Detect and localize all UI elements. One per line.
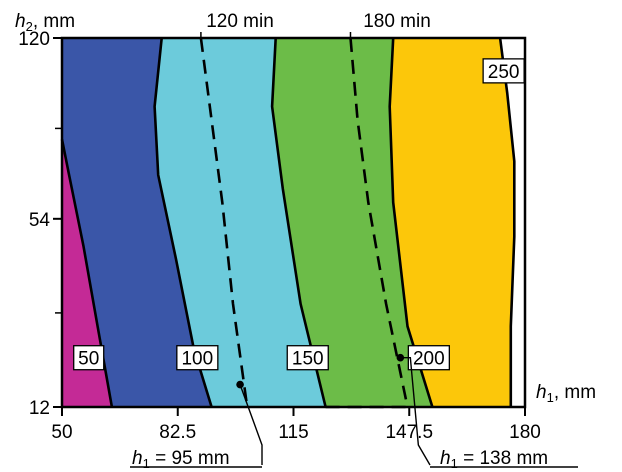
dashed-line-1 <box>349 37 409 408</box>
axis-ticks: 50 82.5 115 147.5 180 12 54 120 <box>18 29 541 443</box>
y-tick-label: 12 <box>29 398 50 419</box>
x-tick-label: 180 <box>509 422 541 443</box>
level-label-box <box>407 345 450 371</box>
level-labels: 50 100 150 200 250 <box>73 58 525 371</box>
dashed-line-0 <box>199 37 249 408</box>
region-200-250 <box>389 38 515 407</box>
markers <box>130 353 578 468</box>
level-label-text: 50 <box>78 349 99 370</box>
y-tick-label: 54 <box>29 210 51 231</box>
x-tick-label: 50 <box>51 422 72 443</box>
level-label-100: 100 <box>176 345 219 371</box>
level-label-150: 150 <box>286 345 329 371</box>
marker-1 <box>396 353 578 468</box>
region-100-150 <box>154 38 326 407</box>
level-label-50: 50 <box>73 345 105 371</box>
x-tick-label: 147.5 <box>385 422 433 443</box>
contour-line-150 <box>270 37 327 408</box>
marker-leader-line <box>400 357 431 466</box>
y-axis-title: h2, mm <box>15 11 75 34</box>
dashed-line-label-120-min: 120 min <box>206 11 274 32</box>
level-label-text: 100 <box>181 349 213 370</box>
x-tick-label: 82.5 <box>159 422 196 443</box>
level-label-200: 200 <box>407 345 450 371</box>
level-label-text: 150 <box>292 349 324 370</box>
marker-dot <box>236 380 244 389</box>
y-tick-label: 120 <box>18 29 50 50</box>
level-label-text: 200 <box>413 349 445 370</box>
marker-leader-line <box>239 384 263 465</box>
marker-dot <box>396 353 405 362</box>
dashed-line-label-180-min: 180 min <box>363 11 431 32</box>
level-label-250: 250 <box>482 58 525 84</box>
level-label-box <box>176 345 219 371</box>
level-label-box <box>286 345 329 371</box>
level-label-text: 250 <box>488 62 520 83</box>
x-tick-label: 115 <box>278 422 308 443</box>
level-label-box <box>73 345 105 371</box>
marker-callout-95: h1 = 95 mm <box>132 448 230 471</box>
marker-0 <box>130 380 263 468</box>
marker-callout-138: h1 = 138 mm <box>440 448 548 471</box>
contour-line-250 <box>498 37 516 407</box>
region-50-100 <box>62 38 212 407</box>
region->250 <box>500 38 525 407</box>
filled-regions <box>62 38 525 407</box>
level-label-box <box>482 58 525 84</box>
region-150-200 <box>272 38 433 407</box>
x-axis-title: h1, mm <box>536 382 596 405</box>
